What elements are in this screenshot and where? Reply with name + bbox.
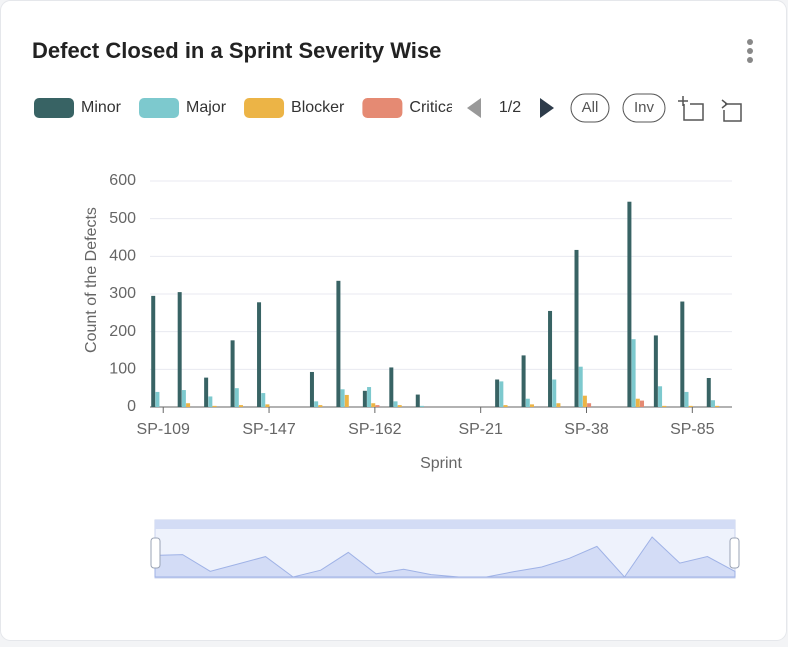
y-tick-label: 0 [127, 398, 136, 415]
legend-page: 1/2 [499, 99, 521, 116]
bar [525, 398, 530, 407]
bar [684, 391, 689, 407]
bar [578, 366, 583, 407]
bar [688, 405, 693, 407]
bar [627, 201, 632, 407]
bar [710, 400, 715, 407]
bar [204, 377, 209, 407]
bar [552, 379, 557, 407]
bar [715, 405, 720, 407]
bar [419, 405, 424, 407]
bar [680, 301, 685, 407]
bar [706, 377, 711, 407]
bar [212, 405, 217, 407]
legend-swatch [139, 98, 180, 118]
legend-prev[interactable] [467, 98, 481, 118]
slider-handle[interactable] [150, 537, 161, 569]
inv-button[interactable] [622, 93, 666, 123]
bar [336, 280, 341, 407]
y-tick-label: 100 [109, 361, 136, 378]
x-axis-title: Sprint [420, 455, 462, 472]
inv-label: Inv [634, 99, 655, 116]
bar [556, 403, 561, 407]
legend-label: Blocker [291, 99, 345, 116]
bar [371, 403, 376, 407]
y-axis-title: Count of the Defects [83, 207, 100, 353]
bar [635, 398, 640, 407]
bar [529, 404, 534, 407]
bar [230, 340, 235, 407]
all-label: All [582, 99, 599, 116]
x-tick-label: SP-38 [564, 421, 609, 438]
bar [587, 403, 592, 407]
bar [393, 401, 398, 407]
y-tick-label: 600 [109, 172, 136, 189]
legend-label: Critical [409, 99, 458, 116]
bar [238, 405, 243, 407]
bar [340, 389, 345, 407]
legend-next[interactable] [540, 98, 554, 118]
zoom-handle-bar[interactable] [155, 520, 735, 529]
slider-handle[interactable] [729, 537, 740, 569]
x-tick-label: SP-85 [670, 421, 715, 438]
y-tick-label: 500 [109, 210, 136, 227]
legend-swatch [362, 98, 403, 118]
x-tick-label: SP-162 [348, 421, 401, 438]
bar [375, 405, 380, 407]
legend-label: Minor [81, 99, 122, 116]
bar [261, 393, 266, 407]
bar [631, 339, 636, 407]
bar [397, 405, 402, 407]
bar [177, 292, 182, 407]
bar [234, 388, 239, 407]
bar [658, 386, 663, 407]
bar [582, 395, 587, 407]
all-button[interactable] [570, 93, 610, 123]
bar [503, 405, 508, 407]
y-tick-label: 400 [109, 248, 136, 265]
y-tick-label: 300 [109, 285, 136, 302]
x-tick-label: SP-21 [458, 421, 503, 438]
bar [257, 302, 262, 407]
bar [344, 394, 349, 407]
bar [362, 390, 367, 407]
bar [521, 355, 526, 407]
chart-title: Defect Closed in a Sprint Severity Wise [32, 38, 441, 63]
legend-label: Major [186, 99, 227, 116]
zoom-icon[interactable] [678, 96, 704, 121]
bar [640, 400, 645, 407]
bar [653, 335, 658, 407]
bar [495, 379, 500, 407]
menu-icon[interactable] [747, 39, 753, 63]
bar [389, 367, 394, 407]
bar [415, 394, 420, 407]
legend: Minor Major Blocker Critical [34, 98, 458, 118]
x-tick-label: SP-147 [242, 421, 295, 438]
slider-area [154, 536, 736, 578]
bar [314, 401, 319, 407]
bar [499, 381, 504, 407]
x-tick-label: SP-109 [137, 421, 190, 438]
reset-icon[interactable] [721, 99, 742, 122]
bar [662, 405, 667, 407]
bar [208, 396, 213, 407]
bar [181, 390, 186, 407]
bar [318, 405, 323, 407]
bar [155, 391, 160, 407]
y-tick-label: 200 [109, 323, 136, 340]
bar [367, 387, 372, 407]
bar [574, 249, 579, 407]
bar [309, 371, 314, 407]
bar [151, 295, 156, 407]
legend-swatch [244, 98, 285, 118]
legend-swatch [34, 98, 74, 118]
bar [548, 310, 553, 407]
bar [265, 404, 270, 407]
bar [186, 403, 191, 407]
